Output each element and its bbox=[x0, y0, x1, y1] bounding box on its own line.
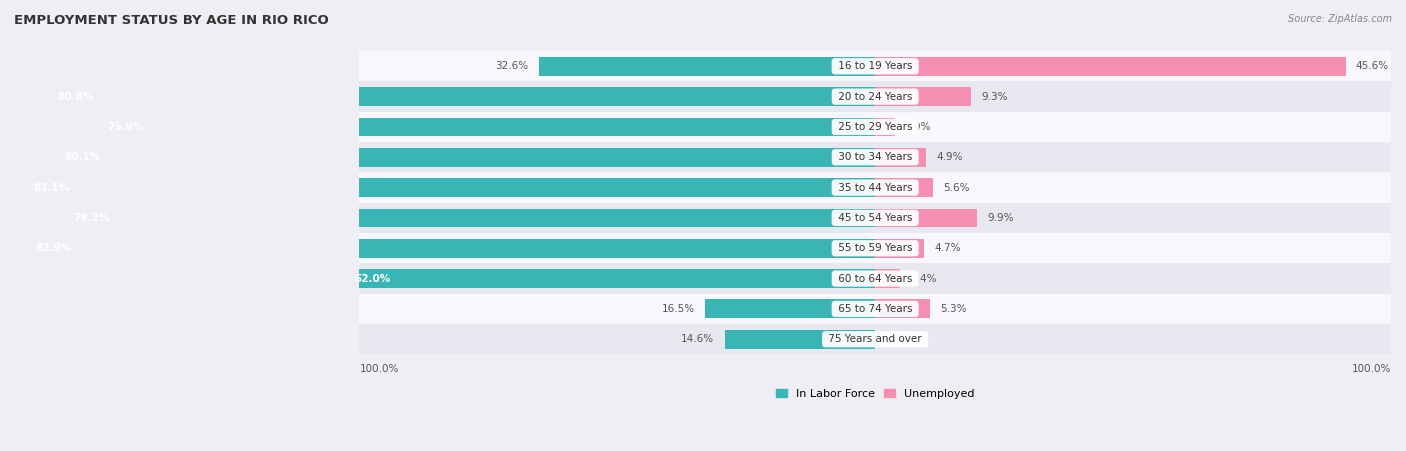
Text: 79.2%: 79.2% bbox=[73, 213, 110, 223]
Text: 9.9%: 9.9% bbox=[987, 213, 1014, 223]
Bar bbox=[49, 148, 875, 167]
Text: 75 Years and over: 75 Years and over bbox=[825, 334, 925, 344]
Text: 9.3%: 9.3% bbox=[981, 92, 1008, 101]
Text: 75.9%: 75.9% bbox=[108, 122, 143, 132]
Text: 25 to 29 Years: 25 to 29 Years bbox=[835, 122, 915, 132]
Text: 1.9%: 1.9% bbox=[905, 122, 932, 132]
Text: EMPLOYMENT STATUS BY AGE IN RIO RICO: EMPLOYMENT STATUS BY AGE IN RIO RICO bbox=[14, 14, 329, 27]
Bar bbox=[875, 208, 977, 227]
Text: 16.5%: 16.5% bbox=[661, 304, 695, 314]
Bar bbox=[875, 118, 894, 136]
Text: 5.3%: 5.3% bbox=[941, 304, 967, 314]
Bar bbox=[360, 112, 1391, 142]
Text: 5.6%: 5.6% bbox=[943, 183, 970, 193]
Bar bbox=[875, 269, 900, 288]
Text: 100.0%: 100.0% bbox=[1351, 364, 1391, 374]
Text: 35 to 44 Years: 35 to 44 Years bbox=[835, 183, 915, 193]
Bar bbox=[875, 87, 972, 106]
Text: 4.9%: 4.9% bbox=[936, 152, 963, 162]
Bar bbox=[360, 263, 1391, 294]
Bar bbox=[875, 239, 924, 258]
Bar bbox=[538, 57, 875, 76]
Text: 45.6%: 45.6% bbox=[1355, 61, 1389, 71]
Text: 80.8%: 80.8% bbox=[58, 92, 93, 101]
Text: 82.9%: 82.9% bbox=[35, 243, 72, 253]
Text: 20 to 24 Years: 20 to 24 Years bbox=[835, 92, 915, 101]
Bar bbox=[360, 324, 1391, 354]
Bar bbox=[360, 142, 1391, 172]
Text: 52.0%: 52.0% bbox=[354, 274, 391, 284]
Bar bbox=[704, 299, 875, 318]
Legend: In Labor Force, Unemployed: In Labor Force, Unemployed bbox=[772, 384, 979, 403]
Text: 100.0%: 100.0% bbox=[360, 364, 399, 374]
Text: 4.7%: 4.7% bbox=[934, 243, 960, 253]
Bar bbox=[18, 178, 875, 197]
Text: 45 to 54 Years: 45 to 54 Years bbox=[835, 213, 915, 223]
Text: 30 to 34 Years: 30 to 34 Years bbox=[835, 152, 915, 162]
Bar bbox=[875, 178, 934, 197]
Bar bbox=[339, 269, 875, 288]
Bar bbox=[875, 57, 1346, 76]
Bar bbox=[360, 203, 1391, 233]
Text: 2.4%: 2.4% bbox=[910, 274, 936, 284]
Bar bbox=[360, 172, 1391, 203]
Bar bbox=[875, 299, 929, 318]
Text: 0.0%: 0.0% bbox=[886, 334, 911, 344]
Bar bbox=[875, 148, 925, 167]
Text: 80.1%: 80.1% bbox=[65, 152, 100, 162]
Bar bbox=[42, 87, 875, 106]
Bar bbox=[58, 208, 875, 227]
Text: 55 to 59 Years: 55 to 59 Years bbox=[835, 243, 915, 253]
Text: 32.6%: 32.6% bbox=[495, 61, 529, 71]
Text: 16 to 19 Years: 16 to 19 Years bbox=[835, 61, 915, 71]
Bar bbox=[93, 118, 875, 136]
Bar bbox=[724, 330, 875, 349]
Text: 83.1%: 83.1% bbox=[34, 183, 69, 193]
Bar bbox=[360, 51, 1391, 82]
Text: Source: ZipAtlas.com: Source: ZipAtlas.com bbox=[1288, 14, 1392, 23]
Bar bbox=[360, 233, 1391, 263]
Text: 60 to 64 Years: 60 to 64 Years bbox=[835, 274, 915, 284]
Text: 14.6%: 14.6% bbox=[681, 334, 714, 344]
Text: 65 to 74 Years: 65 to 74 Years bbox=[835, 304, 915, 314]
Bar bbox=[360, 294, 1391, 324]
Bar bbox=[360, 82, 1391, 112]
Bar bbox=[20, 239, 875, 258]
